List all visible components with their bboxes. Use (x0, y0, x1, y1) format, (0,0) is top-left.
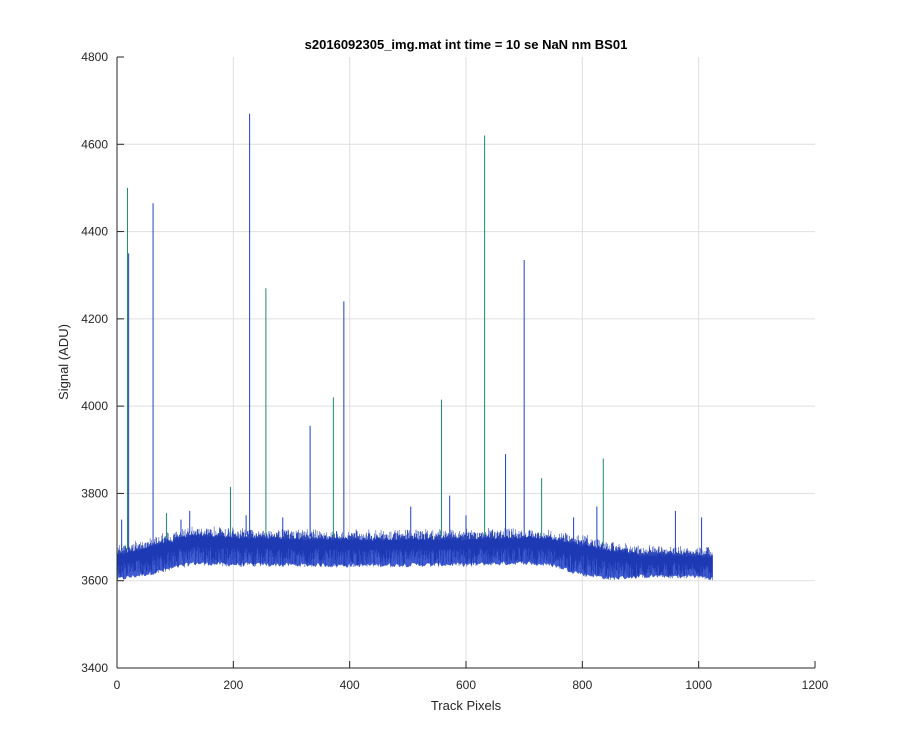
x-tick-label: 1000 (685, 678, 712, 692)
chart-title: s2016092305_img.mat int time = 10 se NaN… (305, 37, 628, 52)
y-axis-ticks: 3400 3600 3800 4000 4200 4400 4600 4800 (81, 50, 124, 675)
y-axis-label: Signal (ADU) (56, 324, 71, 400)
x-tick-label: 400 (340, 678, 360, 692)
x-tick-label: 800 (572, 678, 592, 692)
y-tick-label: 4600 (81, 137, 108, 151)
signal-series (117, 113, 713, 581)
y-tick-label: 3600 (81, 574, 108, 588)
y-tick-label: 3400 (81, 661, 108, 675)
signal-noise-streaks (117, 526, 713, 581)
x-axis-ticks: 0 200 400 600 800 1000 1200 (114, 661, 829, 692)
x-tick-label: 600 (456, 678, 476, 692)
x-axis-label: Track Pixels (431, 698, 502, 713)
y-tick-label: 4000 (81, 399, 108, 413)
y-tick-label: 4200 (81, 312, 108, 326)
y-tick-label: 3800 (81, 486, 108, 500)
x-tick-label: 1200 (802, 678, 829, 692)
x-tick-label: 200 (223, 678, 243, 692)
x-tick-label: 0 (114, 678, 121, 692)
y-tick-label: 4800 (81, 50, 108, 64)
y-tick-label: 4400 (81, 225, 108, 239)
